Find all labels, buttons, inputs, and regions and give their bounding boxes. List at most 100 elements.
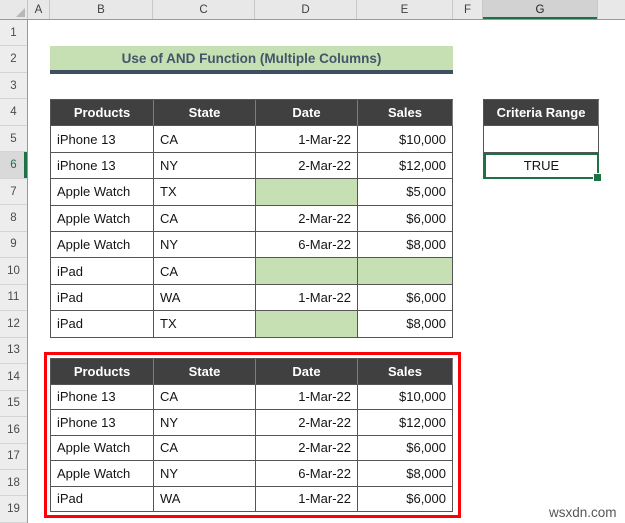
t1-cell-highlighted[interactable] bbox=[358, 258, 453, 285]
row-header-19[interactable]: 19 bbox=[0, 496, 27, 523]
t1-cell[interactable]: 2-Mar-22 bbox=[256, 152, 358, 180]
t1-cell[interactable]: $8,000 bbox=[358, 231, 453, 259]
watermark-text: wsxdn.com bbox=[549, 505, 617, 520]
t2-cell[interactable]: 1-Mar-22 bbox=[256, 384, 358, 410]
column-header-c[interactable]: C bbox=[153, 0, 255, 19]
t1-cell[interactable]: WA bbox=[154, 284, 256, 312]
t2-cell[interactable]: iPhone 13 bbox=[51, 384, 154, 410]
criteria-range-header[interactable]: Criteria Range bbox=[484, 100, 599, 127]
t1-cell[interactable]: iPad bbox=[51, 311, 154, 338]
table-header-state[interactable]: State bbox=[154, 359, 256, 385]
t2-cell[interactable]: CA bbox=[154, 384, 256, 410]
t1-cell[interactable]: Apple Watch bbox=[51, 231, 154, 259]
t1-cell[interactable]: 6-Mar-22 bbox=[256, 231, 358, 259]
t1-cell[interactable]: CA bbox=[154, 126, 256, 153]
row-header-15[interactable]: 15 bbox=[0, 391, 27, 418]
title-banner[interactable]: Use of AND Function (Multiple Columns) bbox=[50, 46, 453, 74]
table-header-date[interactable]: Date bbox=[256, 100, 358, 127]
row-header-8[interactable]: 8 bbox=[0, 205, 27, 232]
t1-cell[interactable]: iPhone 13 bbox=[51, 126, 154, 153]
t2-cell[interactable]: Apple Watch bbox=[51, 435, 154, 461]
row-header-14[interactable]: 14 bbox=[0, 364, 27, 391]
t1-cell[interactable]: Apple Watch bbox=[51, 205, 154, 232]
row-header-7[interactable]: 7 bbox=[0, 179, 27, 206]
column-header-d[interactable]: D bbox=[255, 0, 357, 19]
row-header-2[interactable]: 2 bbox=[0, 46, 27, 73]
t1-cell[interactable]: $6,000 bbox=[358, 205, 453, 232]
t2-cell[interactable]: $8,000 bbox=[358, 461, 453, 487]
t1-cell-highlighted[interactable] bbox=[256, 258, 358, 285]
t1-cell-highlighted[interactable] bbox=[256, 179, 358, 206]
t2-cell[interactable]: 2-Mar-22 bbox=[256, 435, 358, 461]
table-header-sales[interactable]: Sales bbox=[358, 100, 453, 127]
t1-cell[interactable]: $12,000 bbox=[358, 152, 453, 180]
t2-cell[interactable]: $12,000 bbox=[358, 410, 453, 436]
t1-cell[interactable]: 1-Mar-22 bbox=[256, 284, 358, 312]
t1-cell[interactable]: $6,000 bbox=[358, 284, 453, 312]
row-header-13[interactable]: 13 bbox=[0, 338, 27, 365]
t1-cell-highlighted[interactable] bbox=[256, 311, 358, 338]
t2-cell[interactable]: $6,000 bbox=[358, 435, 453, 461]
sheet-area: Use of AND Function (Multiple Columns) P… bbox=[28, 20, 625, 523]
row-header-9[interactable]: 9 bbox=[0, 232, 27, 259]
t1-cell[interactable]: CA bbox=[154, 258, 256, 285]
table-header-products[interactable]: Products bbox=[51, 100, 154, 127]
row-header-strip: 1 2 3 4 5 6 7 8 9 10 11 12 13 14 15 16 1… bbox=[0, 20, 28, 523]
column-header-g-selected[interactable]: G bbox=[483, 0, 598, 19]
row-header-4[interactable]: 4 bbox=[0, 99, 27, 126]
t2-cell[interactable]: WA bbox=[154, 486, 256, 512]
column-header-e[interactable]: E bbox=[357, 0, 453, 19]
select-all-triangle-icon bbox=[16, 8, 25, 17]
t2-cell[interactable]: NY bbox=[154, 410, 256, 436]
t1-cell[interactable]: TX bbox=[154, 311, 256, 338]
t1-cell[interactable]: iPad bbox=[51, 258, 154, 285]
criteria-table: Criteria Range TRUE bbox=[483, 99, 602, 183]
fill-handle[interactable] bbox=[593, 173, 602, 183]
selected-cell-true[interactable]: TRUE bbox=[484, 152, 602, 183]
t1-cell[interactable]: $5,000 bbox=[358, 179, 453, 206]
t2-cell[interactable]: NY bbox=[154, 461, 256, 487]
t1-cell[interactable]: CA bbox=[154, 205, 256, 232]
source-table: Products State Date Sales iPhone 13 CA 1… bbox=[50, 99, 453, 338]
t1-cell[interactable]: TX bbox=[154, 179, 256, 206]
t1-cell[interactable]: Apple Watch bbox=[51, 179, 154, 206]
t1-cell[interactable]: NY bbox=[154, 231, 256, 259]
t2-cell[interactable]: Apple Watch bbox=[51, 461, 154, 487]
t2-cell[interactable]: 6-Mar-22 bbox=[256, 461, 358, 487]
t2-cell[interactable]: CA bbox=[154, 435, 256, 461]
t1-cell[interactable]: iPad bbox=[51, 284, 154, 312]
t2-cell[interactable]: $10,000 bbox=[358, 384, 453, 410]
column-header-b[interactable]: B bbox=[50, 0, 153, 19]
row-header-5[interactable]: 5 bbox=[0, 126, 27, 153]
row-header-10[interactable]: 10 bbox=[0, 258, 27, 285]
row-header-16[interactable]: 16 bbox=[0, 417, 27, 444]
t2-cell[interactable]: $6,000 bbox=[358, 486, 453, 512]
table-header-state[interactable]: State bbox=[154, 100, 256, 127]
row-header-17[interactable]: 17 bbox=[0, 444, 27, 470]
t1-cell[interactable]: 1-Mar-22 bbox=[256, 126, 358, 153]
row-header-12[interactable]: 12 bbox=[0, 311, 27, 338]
column-header-strip: A B C D E F G bbox=[0, 0, 625, 20]
column-header-filler bbox=[598, 0, 625, 19]
criteria-empty-cell[interactable] bbox=[484, 126, 599, 153]
t1-cell[interactable]: 2-Mar-22 bbox=[256, 205, 358, 232]
select-all-corner[interactable] bbox=[0, 0, 28, 19]
table-header-date[interactable]: Date bbox=[256, 359, 358, 385]
t1-cell[interactable]: NY bbox=[154, 152, 256, 180]
row-header-18[interactable]: 18 bbox=[0, 470, 27, 497]
t2-cell[interactable]: 1-Mar-22 bbox=[256, 486, 358, 512]
row-header-3[interactable]: 3 bbox=[0, 73, 27, 100]
t1-cell[interactable]: iPhone 13 bbox=[51, 152, 154, 180]
t2-cell[interactable]: iPhone 13 bbox=[51, 410, 154, 436]
column-header-f[interactable]: F bbox=[453, 0, 483, 19]
table-header-products[interactable]: Products bbox=[51, 359, 154, 385]
row-header-6-selected[interactable]: 6 bbox=[0, 152, 27, 179]
column-header-a[interactable]: A bbox=[28, 0, 50, 19]
t1-cell[interactable]: $10,000 bbox=[358, 126, 453, 153]
table-header-sales[interactable]: Sales bbox=[358, 359, 453, 385]
row-header-1[interactable]: 1 bbox=[0, 20, 27, 47]
t2-cell[interactable]: iPad bbox=[51, 486, 154, 512]
t2-cell[interactable]: 2-Mar-22 bbox=[256, 410, 358, 436]
row-header-11[interactable]: 11 bbox=[0, 285, 27, 312]
t1-cell[interactable]: $8,000 bbox=[358, 311, 453, 338]
